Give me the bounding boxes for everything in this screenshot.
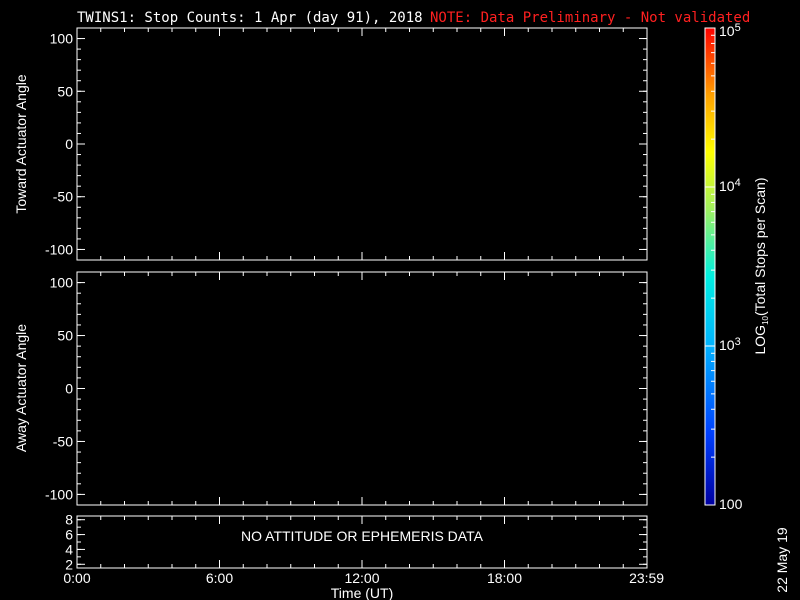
- y-tick-label: -50: [53, 189, 73, 205]
- zero-angle-stripe: [77, 387, 647, 390]
- y-tick-label: 50: [57, 328, 73, 344]
- colorbar: 105 104 103 100 LOG10(Total Stops per Scan): [704, 22, 770, 512]
- y-tick-label: 6: [65, 527, 73, 543]
- y-tick-label: 4: [65, 541, 73, 557]
- away-y-ticks: 100 50 0 -50 -100: [45, 271, 647, 506]
- date-stamp: 22 May 19: [774, 527, 790, 593]
- toward-x-tick-marks: [76, 28, 648, 260]
- x-axis-label: Time (UT): [331, 585, 393, 600]
- x-tick-label: 18:00: [487, 570, 522, 586]
- toward-heatmap: [77, 143, 647, 146]
- y-tick-label: 0: [65, 136, 73, 152]
- chart-title: TWINS1: Stop Counts: 1 Apr (day 91), 201…: [77, 10, 423, 26]
- y-tick-label: -100: [45, 486, 73, 502]
- colorbar-ticks: 105 104 103 100: [705, 22, 743, 512]
- preliminary-note: NOTE: Data Preliminary - Not validated: [430, 10, 750, 26]
- y-tick-label: 100: [50, 31, 74, 47]
- away-panel: 100 50 0 -50 -100 Away Actuator Angle: [13, 271, 648, 506]
- colorbar-label: LOG10(Total Stops per Scan): [752, 178, 770, 355]
- x-tick-label: 6:00: [206, 570, 233, 586]
- toward-panel: 100 50 0 -50 -100 Toward Actuator Angle: [13, 27, 648, 261]
- x-tick-label: 23:59: [629, 570, 664, 586]
- toward-y-ticks: 100 50 0 -50 -100: [45, 27, 647, 261]
- zero-angle-stripe: [77, 143, 647, 146]
- y-tick-label: -50: [53, 433, 73, 449]
- colorbar-gradient: [705, 28, 715, 505]
- away-y-axis-label: Away Actuator Angle: [13, 324, 29, 452]
- x-tick-label: 0:00: [63, 570, 90, 586]
- y-tick-label: 0: [65, 381, 73, 397]
- away-x-tick-marks: [76, 272, 648, 505]
- no-data-message: NO ATTITUDE OR EPHEMERIS DATA: [241, 528, 484, 544]
- y-tick-label: -100: [45, 241, 73, 257]
- colorbar-tick-label: 103: [719, 336, 741, 353]
- x-tick-label: 12:00: [344, 570, 379, 586]
- y-tick-label: 50: [57, 83, 73, 99]
- y-tick-label: 100: [50, 275, 74, 291]
- ephemeris-x-ticks: 0:00 6:00 12:00 18:00 23:59: [63, 516, 664, 586]
- away-heatmap: [77, 387, 647, 390]
- y-tick-label: 8: [65, 512, 73, 528]
- y-tick-label: 2: [65, 556, 73, 572]
- colorbar-tick-label: 100: [719, 496, 743, 512]
- toward-y-axis-label: Toward Actuator Angle: [13, 74, 29, 214]
- colorbar-tick-label: 104: [719, 177, 741, 194]
- colorbar-tick-label: 105: [719, 22, 741, 39]
